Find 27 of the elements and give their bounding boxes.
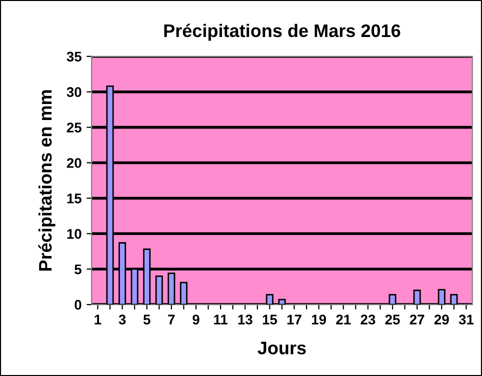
x-tick-label: 11 (214, 314, 228, 324)
y-tick-label: 15 (67, 194, 82, 204)
y-axis-title: Précipitations en mm (38, 90, 56, 271)
x-tick-label: 9 (192, 314, 200, 324)
x-tick-label: 3 (118, 314, 126, 325)
x-tick-label: 27 (410, 314, 424, 324)
y-tick-label: 0 (74, 300, 82, 310)
x-tick-label: 23 (360, 314, 376, 325)
x-tick-label: 19 (312, 314, 326, 324)
x-tick-label: 5 (143, 314, 150, 324)
x-tick-label: 17 (287, 314, 302, 324)
y-tick-label: 20 (66, 158, 82, 168)
y-tick-label: 25 (66, 122, 82, 132)
x-tick-label: 13 (238, 314, 252, 325)
x-tick-label: 7 (168, 314, 175, 324)
y-tick-label: 5 (74, 264, 82, 274)
y-tick-label: 30 (66, 87, 82, 98)
x-axis-title: Jours (258, 342, 306, 354)
x-tick-label: 25 (385, 314, 400, 324)
x-tick-label: 21 (336, 314, 351, 324)
x-tick-label: 31 (458, 314, 474, 325)
x-tick-label: 29 (434, 314, 449, 324)
y-tick-label: 35 (66, 52, 82, 62)
chart-title: Précipitations de Mars 2016 (164, 24, 400, 41)
x-tick-label: 15 (262, 314, 278, 324)
x-tick-label: 1 (94, 314, 102, 324)
y-tick-label: 10 (67, 228, 82, 239)
